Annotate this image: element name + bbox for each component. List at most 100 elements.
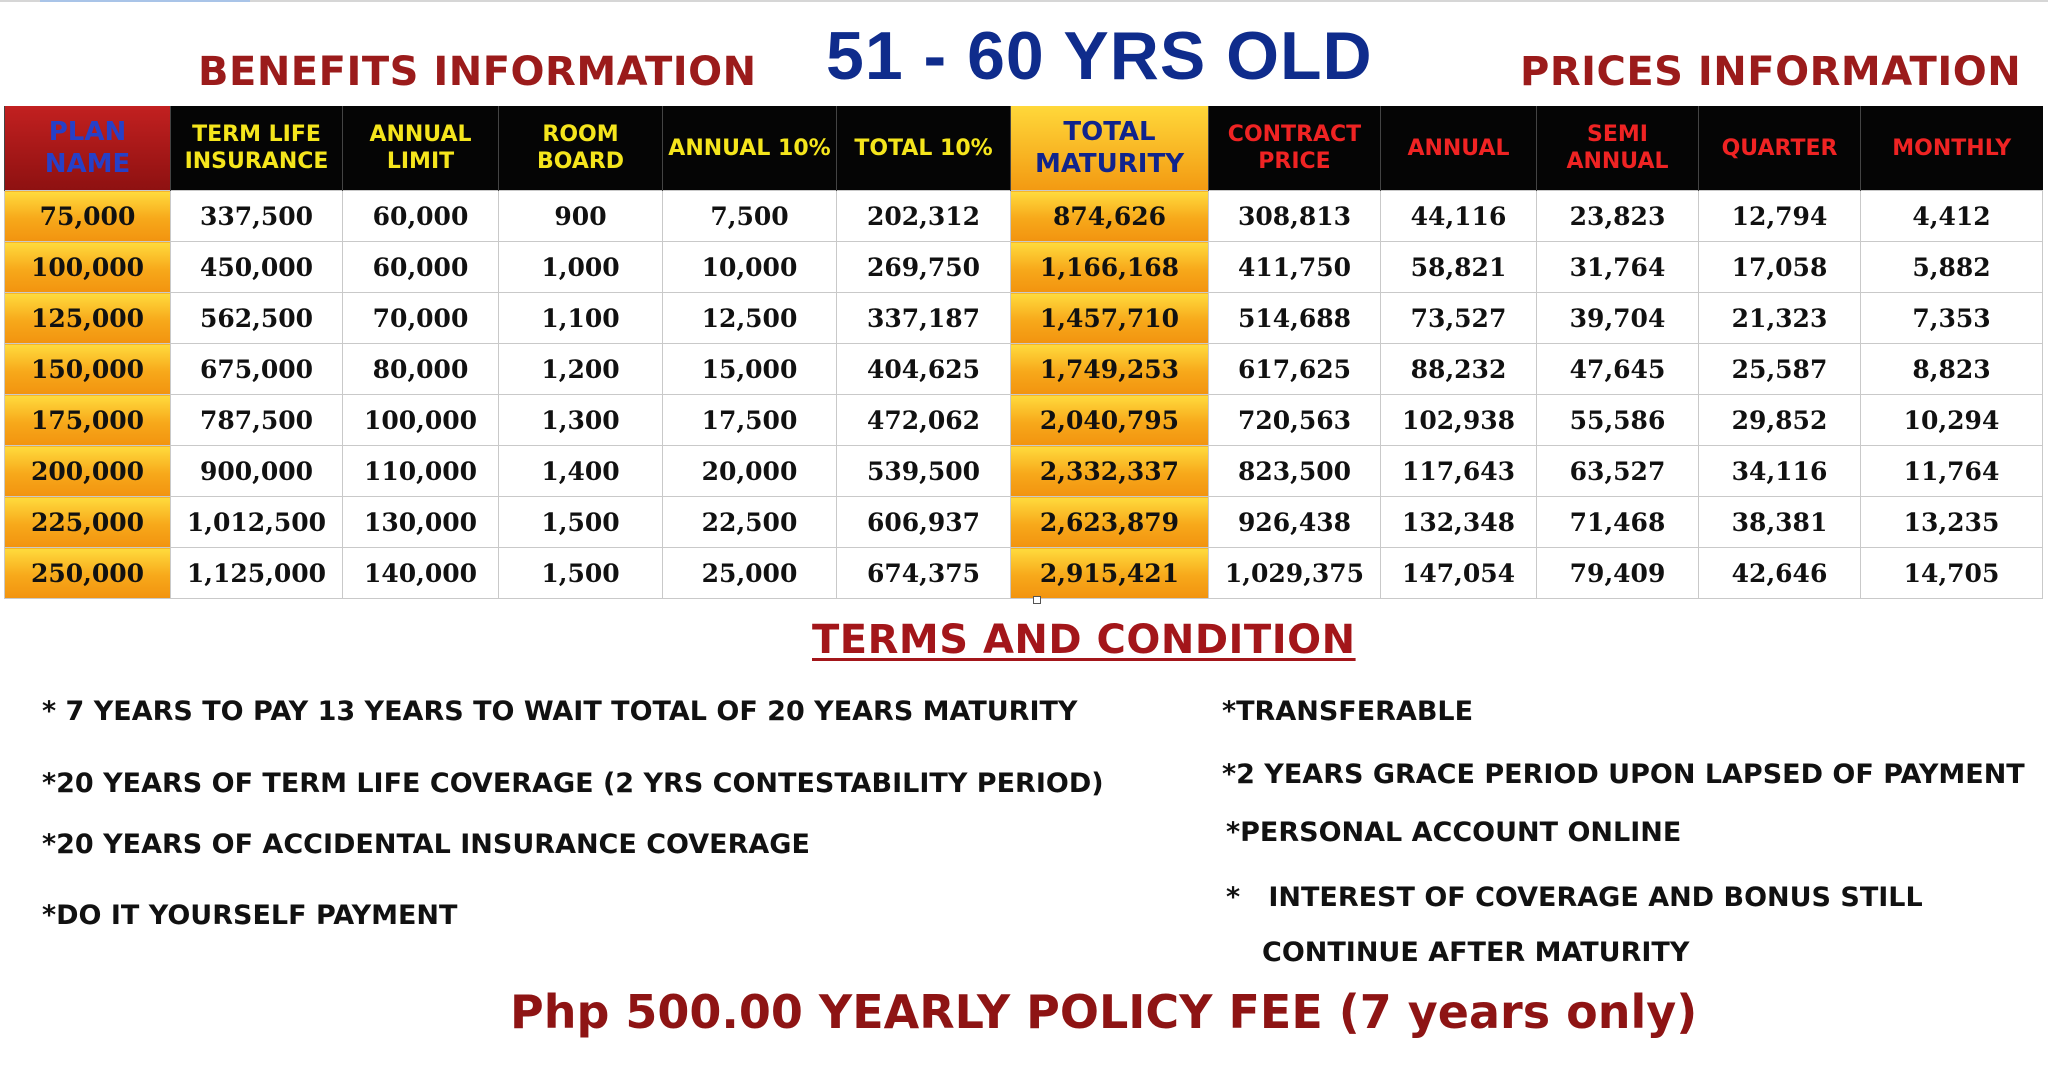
- table-cell: 63,527: [1536, 445, 1699, 497]
- table-cell: 102,938: [1380, 394, 1537, 446]
- top-border-line: [0, 0, 2048, 2]
- plan-table: PLAN NAME TERM LIFE INSURANCE ANNUAL LIMIT…: [4, 106, 2043, 599]
- top-border-accent: [40, 0, 250, 2]
- table-cell: 674,375: [836, 547, 1011, 599]
- plan-name-cell: 175,000: [4, 394, 171, 446]
- table-cell: 147,054: [1380, 547, 1537, 599]
- table-cell: 47,645: [1536, 343, 1699, 395]
- table-row: 175,000 787,500 100,000 1,300 17,500 472,062 2…: [4, 394, 2043, 446]
- table-cell: 73,527: [1380, 292, 1537, 344]
- total-maturity-cell: 2,623,879: [1010, 496, 1209, 548]
- total-maturity-cell: 2,332,337: [1010, 445, 1209, 497]
- table-cell: 71,468: [1536, 496, 1699, 548]
- table-cell: 1,400: [498, 445, 663, 497]
- table-cell: 675,000: [170, 343, 343, 395]
- table-cell: 404,625: [836, 343, 1011, 395]
- table-header-row: PLAN NAME TERM LIFE INSURANCE ANNUAL LIMIT…: [4, 106, 2043, 191]
- table-cell: 1,200: [498, 343, 663, 395]
- plan-name-cell: 250,000: [4, 547, 171, 599]
- table-body: 75,000 337,500 60,000 900 7,500 202,312 874,62…: [4, 190, 2043, 599]
- table-cell: 617,625: [1208, 343, 1381, 395]
- table-row: 200,000 900,000 110,000 1,400 20,000 539,500 2…: [4, 445, 2043, 497]
- table-cell: 15,000: [662, 343, 837, 395]
- table-cell: 117,643: [1380, 445, 1537, 497]
- table-cell: 514,688: [1208, 292, 1381, 344]
- term-left-2: *20 YEARS OF TERM LIFE COVERAGE (2 YRS C…: [42, 768, 1104, 799]
- column-header-room-board: ROOM BOARD: [498, 106, 663, 191]
- term-right-2: *2 YEARS GRACE PERIOD UPON LAPSED OF PAY…: [1222, 759, 2025, 790]
- table-cell: 900,000: [170, 445, 343, 497]
- table-cell: 337,187: [836, 292, 1011, 344]
- table-cell: 1,012,500: [170, 496, 343, 548]
- column-header-quarter: QUARTER: [1698, 106, 1861, 191]
- column-header-annual-10: ANNUAL 10%: [662, 106, 837, 191]
- term-right-3: *PERSONAL ACCOUNT ONLINE: [1226, 817, 1682, 848]
- table-cell: 110,000: [342, 445, 499, 497]
- table-cell: 23,823: [1536, 190, 1699, 242]
- terms-title: TERMS AND CONDITION: [812, 617, 1356, 663]
- table-cell: 44,116: [1380, 190, 1537, 242]
- column-header-total-maturity: TOTAL MATURITY: [1010, 106, 1209, 191]
- term-right-1: *TRANSFERABLE: [1222, 696, 1474, 727]
- table-row: 150,000 675,000 80,000 1,200 15,000 404,625 1,…: [4, 343, 2043, 395]
- total-maturity-cell: 2,040,795: [1010, 394, 1209, 446]
- term-right-4: * INTEREST OF COVERAGE AND BONUS STILL: [1226, 882, 1923, 913]
- table-cell: 20,000: [662, 445, 837, 497]
- table-cell: 29,852: [1698, 394, 1861, 446]
- plan-name-cell: 100,000: [4, 241, 171, 293]
- table-cell: 10,294: [1860, 394, 2043, 446]
- column-header-term-life-insurance: TERM LIFE INSURANCE: [170, 106, 343, 191]
- column-header-semi-annual: SEMI ANNUAL: [1536, 106, 1699, 191]
- table-cell: 42,646: [1698, 547, 1861, 599]
- table-cell: 38,381: [1698, 496, 1861, 548]
- table-cell: 450,000: [170, 241, 343, 293]
- term-right-4-continued: CONTINUE AFTER MATURITY: [1262, 937, 1690, 968]
- table-cell: 1,000: [498, 241, 663, 293]
- table-cell: 60,000: [342, 190, 499, 242]
- table-cell: 787,500: [170, 394, 343, 446]
- benefits-heading: BENEFITS INFORMATION: [198, 49, 757, 95]
- table-cell: 140,000: [342, 547, 499, 599]
- table-cell: 900: [498, 190, 663, 242]
- resize-handle[interactable]: [1033, 596, 1041, 604]
- table-cell: 14,705: [1860, 547, 2043, 599]
- table-row: 225,000 1,012,500 130,000 1,500 22,500 606,93…: [4, 496, 2043, 548]
- table-cell: 34,116: [1698, 445, 1861, 497]
- column-header-plan-name: PLAN NAME: [4, 106, 171, 191]
- plan-name-cell: 225,000: [4, 496, 171, 548]
- table-cell: 10,000: [662, 241, 837, 293]
- table-cell: 7,500: [662, 190, 837, 242]
- table-cell: 17,500: [662, 394, 837, 446]
- table-cell: 472,062: [836, 394, 1011, 446]
- column-header-total-10: TOTAL 10%: [836, 106, 1011, 191]
- table-cell: 25,587: [1698, 343, 1861, 395]
- table-cell: 80,000: [342, 343, 499, 395]
- table-cell: 823,500: [1208, 445, 1381, 497]
- policy-fee-banner: Php 500.00 YEARLY POLICY FEE (7 years on…: [510, 985, 1698, 1039]
- table-cell: 539,500: [836, 445, 1011, 497]
- table-cell: 21,323: [1698, 292, 1861, 344]
- table-cell: 22,500: [662, 496, 837, 548]
- table-cell: 31,764: [1536, 241, 1699, 293]
- column-header-contract-price: CONTRACT PRICE: [1208, 106, 1381, 191]
- plan-name-cell: 125,000: [4, 292, 171, 344]
- column-header-monthly: MONTHLY: [1860, 106, 2043, 191]
- table-cell: 11,764: [1860, 445, 2043, 497]
- table-cell: 308,813: [1208, 190, 1381, 242]
- total-maturity-cell: 1,457,710: [1010, 292, 1209, 344]
- table-cell: 55,586: [1536, 394, 1699, 446]
- table-cell: 4,412: [1860, 190, 2043, 242]
- table-cell: 17,058: [1698, 241, 1861, 293]
- table-cell: 720,563: [1208, 394, 1381, 446]
- column-header-annual-limit: ANNUAL LIMIT: [342, 106, 499, 191]
- table-cell: 269,750: [836, 241, 1011, 293]
- table-cell: 88,232: [1380, 343, 1537, 395]
- term-left-4: *DO IT YOURSELF PAYMENT: [42, 900, 458, 931]
- table-cell: 12,500: [662, 292, 837, 344]
- table-cell: 132,348: [1380, 496, 1537, 548]
- table-cell: 562,500: [170, 292, 343, 344]
- total-maturity-cell: 1,749,253: [1010, 343, 1209, 395]
- table-cell: 1,300: [498, 394, 663, 446]
- table-cell: 411,750: [1208, 241, 1381, 293]
- total-maturity-cell: 1,166,168: [1010, 241, 1209, 293]
